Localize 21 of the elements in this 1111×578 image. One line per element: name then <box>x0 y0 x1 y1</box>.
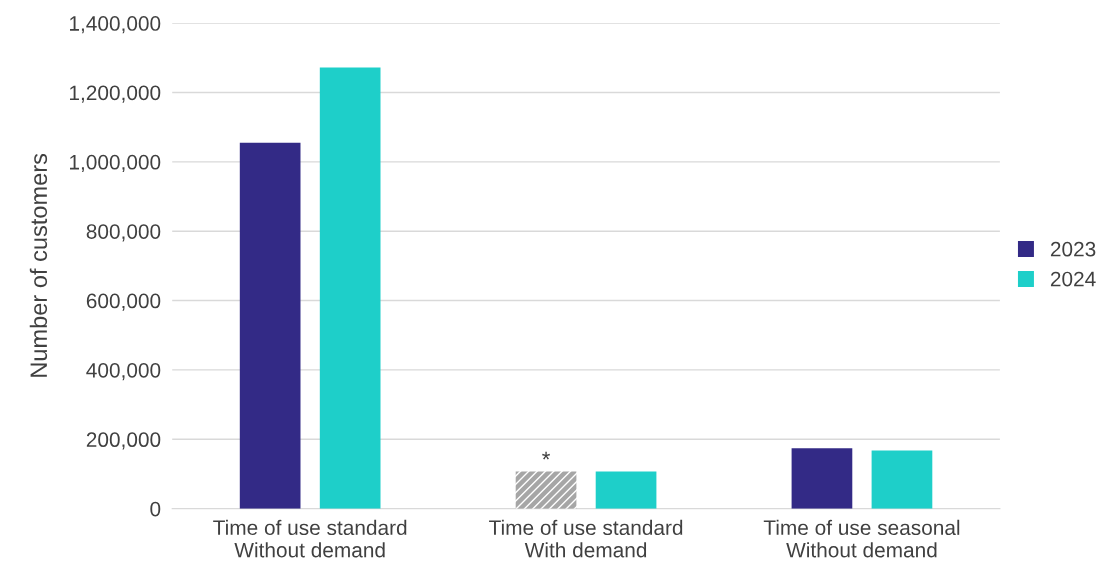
y-tick-label: 400,000 <box>86 362 161 381</box>
y-tick-label: 1,200,000 <box>70 85 161 103</box>
legend-label: 2023 <box>1050 241 1096 257</box>
y-axis-title: Number of customers <box>29 153 48 377</box>
bar <box>595 471 657 509</box>
bar <box>239 142 301 509</box>
x-tick-label: Time of use standard Without demand <box>213 519 407 558</box>
bar <box>871 450 933 509</box>
x-tick-label: Time of use standard With demand <box>489 519 683 558</box>
y-tick-label: 800,000 <box>86 224 161 242</box>
annotation: * <box>542 451 551 460</box>
y-tick-label: 0 <box>150 501 161 517</box>
bar <box>791 448 853 509</box>
y-tick-label: 600,000 <box>86 293 161 311</box>
y-tick-label: 200,000 <box>86 432 161 450</box>
y-tick-label: 1,000,000 <box>70 154 161 173</box>
bar <box>319 67 381 509</box>
bar <box>515 471 577 509</box>
legend-label: 2024 <box>1050 271 1096 287</box>
x-tick-label: Time of use seasonal Without demand <box>763 519 960 558</box>
y-tick-label: 1,400,000 <box>70 16 161 34</box>
